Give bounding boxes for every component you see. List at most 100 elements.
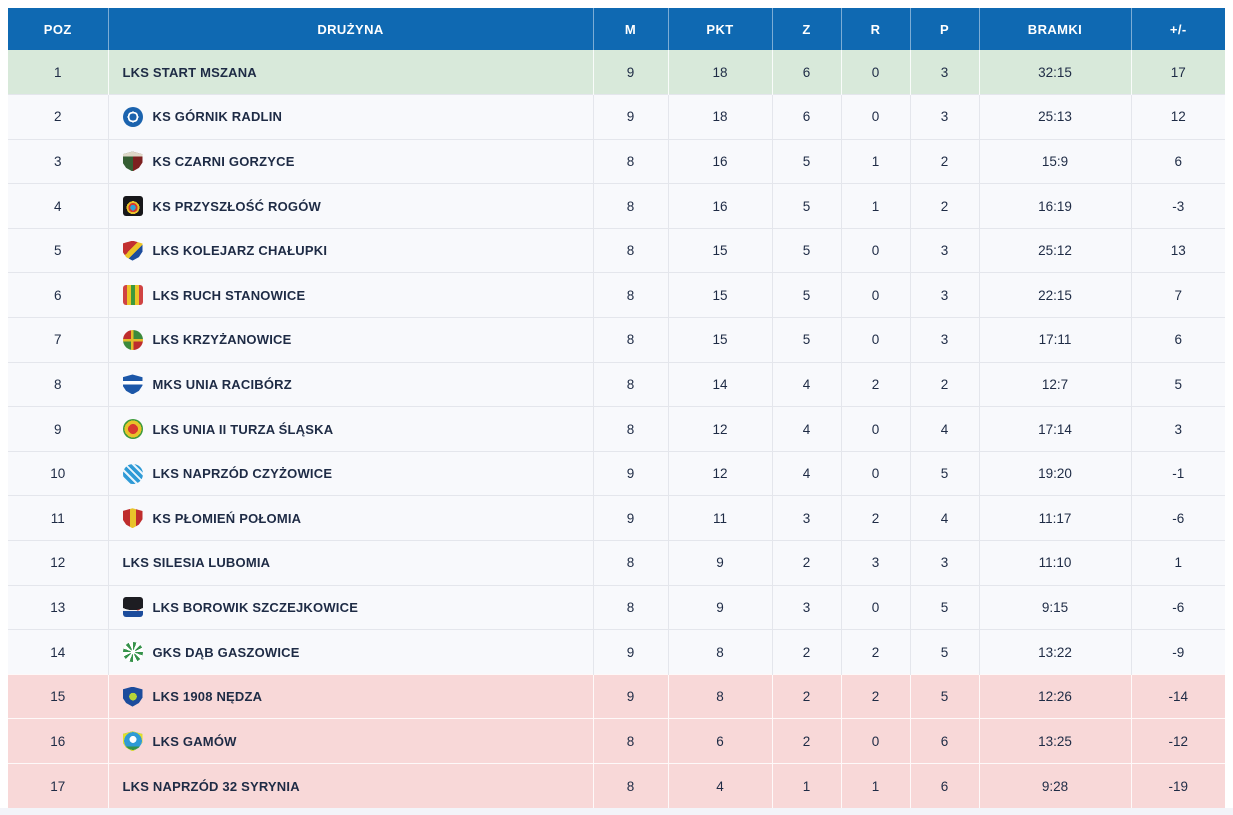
stat-m-cell: 8 <box>592 584 668 630</box>
team-cell: LKS NAPRZÓD 32 SYRYNIA <box>107 763 593 809</box>
crest-plomien-polomia-icon <box>122 508 143 529</box>
stat-m-cell: 9 <box>592 629 668 675</box>
crest-przyszlosc-rogow-icon <box>122 196 143 217</box>
column-header-team: DRUŻYNA <box>107 8 593 50</box>
stat-z-cell: 5 <box>771 272 841 318</box>
crest-czarni-gorzyce-icon <box>122 151 143 172</box>
poz-cell: 8 <box>8 361 108 407</box>
stat-bramki-cell: 9:15 <box>978 584 1131 630</box>
poz-cell: 13 <box>8 584 108 630</box>
stat-diff-cell: 1 <box>1130 540 1225 586</box>
stat-pkt-cell: 9 <box>667 540 772 586</box>
team-name: GKS DĄB GASZOWICE <box>152 644 300 660</box>
stat-bramki-cell: 11:17 <box>978 495 1131 541</box>
table-row-2: 2 KS GÓRNIK RADLIN 9 18 6 0 3 25:13 12 <box>8 94 1225 140</box>
stat-z-cell: 2 <box>771 718 841 764</box>
team-name: LKS UNIA II TURZA ŚLĄSKA <box>152 421 334 437</box>
stat-z-cell: 4 <box>771 450 841 496</box>
stat-m-cell: 8 <box>592 272 668 318</box>
stat-p-cell: 3 <box>909 272 979 318</box>
stat-p-cell: 5 <box>909 629 979 675</box>
team-cell: GKS DĄB GASZOWICE <box>107 629 593 675</box>
column-header-m: M <box>592 8 668 50</box>
team-name: LKS NAPRZÓD 32 SYRYNIA <box>122 778 300 794</box>
team-name: LKS NAPRZÓD CZYŻOWICE <box>152 466 333 482</box>
stat-diff-cell: -6 <box>1130 495 1225 541</box>
stat-p-cell: 3 <box>909 317 979 363</box>
stat-z-cell: 2 <box>771 540 841 586</box>
team: LKS RUCH STANOWICE <box>109 285 593 306</box>
crest-unia-turza-slaska-icon <box>122 419 143 440</box>
stat-r-cell: 0 <box>840 272 910 318</box>
team-cell: KS GÓRNIK RADLIN <box>107 94 593 140</box>
stat-z-cell: 3 <box>771 584 841 630</box>
team-name: KS PŁOMIEŃ POŁOMIA <box>152 510 302 526</box>
crest-dab-gaszowice-icon <box>122 642 143 663</box>
team: LKS KRZYŻANOWICE <box>109 329 593 350</box>
standings-body: 1 LKS START MSZANA 9 18 6 0 3 32:15 17 2 KS GÓRNIK… <box>8 50 1225 809</box>
stat-p-cell: 6 <box>909 718 979 764</box>
table-row-9: 9 LKS UNIA II TURZA ŚLĄSKA 8 12 4 0 4 17:14 3 <box>8 406 1225 452</box>
stat-diff-cell: -14 <box>1130 673 1225 719</box>
stat-m-cell: 8 <box>592 763 668 809</box>
stat-m-cell: 8 <box>592 317 668 363</box>
team-name: LKS BOROWIK SZCZEJKOWICE <box>152 599 359 615</box>
poz-cell: 1 <box>8 50 108 95</box>
team-cell: KS PŁOMIEŃ POŁOMIA <box>107 495 593 541</box>
team-name: LKS RUCH STANOWICE <box>152 287 306 303</box>
poz-cell: 9 <box>8 406 108 452</box>
stat-diff-cell: -12 <box>1130 718 1225 764</box>
stat-z-cell: 4 <box>771 361 841 407</box>
standings-table: POZ DRUŻYNA M PKT Z R P BRAMKI +/- 1 LKS START MS… <box>8 8 1225 809</box>
team: KS PRZYSZŁOŚĆ ROGÓW <box>109 196 593 217</box>
stat-p-cell: 6 <box>909 763 979 809</box>
team: LKS NAPRZÓD 32 SYRYNIA <box>109 779 593 794</box>
crest-borowik-szczejkowice-icon <box>122 597 143 618</box>
stat-bramki-cell: 25:12 <box>978 227 1131 273</box>
stat-bramki-cell: 9:28 <box>978 763 1131 809</box>
team: KS PŁOMIEŃ POŁOMIA <box>109 508 593 529</box>
table-row-12: 12 LKS SILESIA LUBOMIA 8 9 2 3 3 11:10 1 <box>8 540 1225 586</box>
stat-pkt-cell: 4 <box>667 763 772 809</box>
poz-cell: 10 <box>8 450 108 496</box>
stat-m-cell: 9 <box>592 94 668 140</box>
team: GKS DĄB GASZOWICE <box>109 642 593 663</box>
poz-cell: 16 <box>8 718 108 764</box>
stat-r-cell: 3 <box>840 540 910 586</box>
poz-cell: 7 <box>8 317 108 363</box>
team-name: KS PRZYSZŁOŚĆ ROGÓW <box>152 198 321 214</box>
table-row-8: 8 MKS UNIA RACIBÓRZ 8 14 4 2 2 12:7 5 <box>8 361 1225 407</box>
team: LKS GAMÓW <box>109 731 593 752</box>
stat-m-cell: 8 <box>592 718 668 764</box>
stat-r-cell: 0 <box>840 94 910 140</box>
stat-r-cell: 0 <box>840 718 910 764</box>
stat-m-cell: 8 <box>592 227 668 273</box>
poz-cell: 5 <box>8 227 108 273</box>
stat-pkt-cell: 8 <box>667 673 772 719</box>
stat-r-cell: 2 <box>840 361 910 407</box>
team-name: LKS GAMÓW <box>152 733 237 749</box>
crest-krzyzanowice-icon <box>122 329 143 350</box>
stat-p-cell: 2 <box>909 138 979 184</box>
stat-pkt-cell: 18 <box>667 94 772 140</box>
column-header-p: P <box>909 8 979 50</box>
table-row-14: 14 GKS DĄB GASZOWICE 9 8 2 2 5 13:22 -9 <box>8 629 1225 675</box>
team: KS GÓRNIK RADLIN <box>109 106 593 127</box>
stat-pkt-cell: 16 <box>667 138 772 184</box>
stat-z-cell: 6 <box>771 50 841 95</box>
stat-bramki-cell: 12:26 <box>978 673 1131 719</box>
team-name: MKS UNIA RACIBÓRZ <box>152 376 292 392</box>
stat-bramki-cell: 13:22 <box>978 629 1131 675</box>
stat-r-cell: 2 <box>840 495 910 541</box>
team-cell: LKS START MSZANA <box>107 50 593 95</box>
poz-cell: 3 <box>8 138 108 184</box>
team: LKS KOLEJARZ CHAŁUPKI <box>109 240 593 261</box>
stat-bramki-cell: 13:25 <box>978 718 1131 764</box>
crest-kolejarz-chalupki-icon <box>122 240 143 261</box>
stat-r-cell: 0 <box>840 406 910 452</box>
team-name: LKS KOLEJARZ CHAŁUPKI <box>152 243 328 259</box>
team-name: LKS START MSZANA <box>122 64 257 80</box>
stat-pkt-cell: 18 <box>667 50 772 95</box>
stat-z-cell: 1 <box>771 763 841 809</box>
stat-z-cell: 5 <box>771 138 841 184</box>
